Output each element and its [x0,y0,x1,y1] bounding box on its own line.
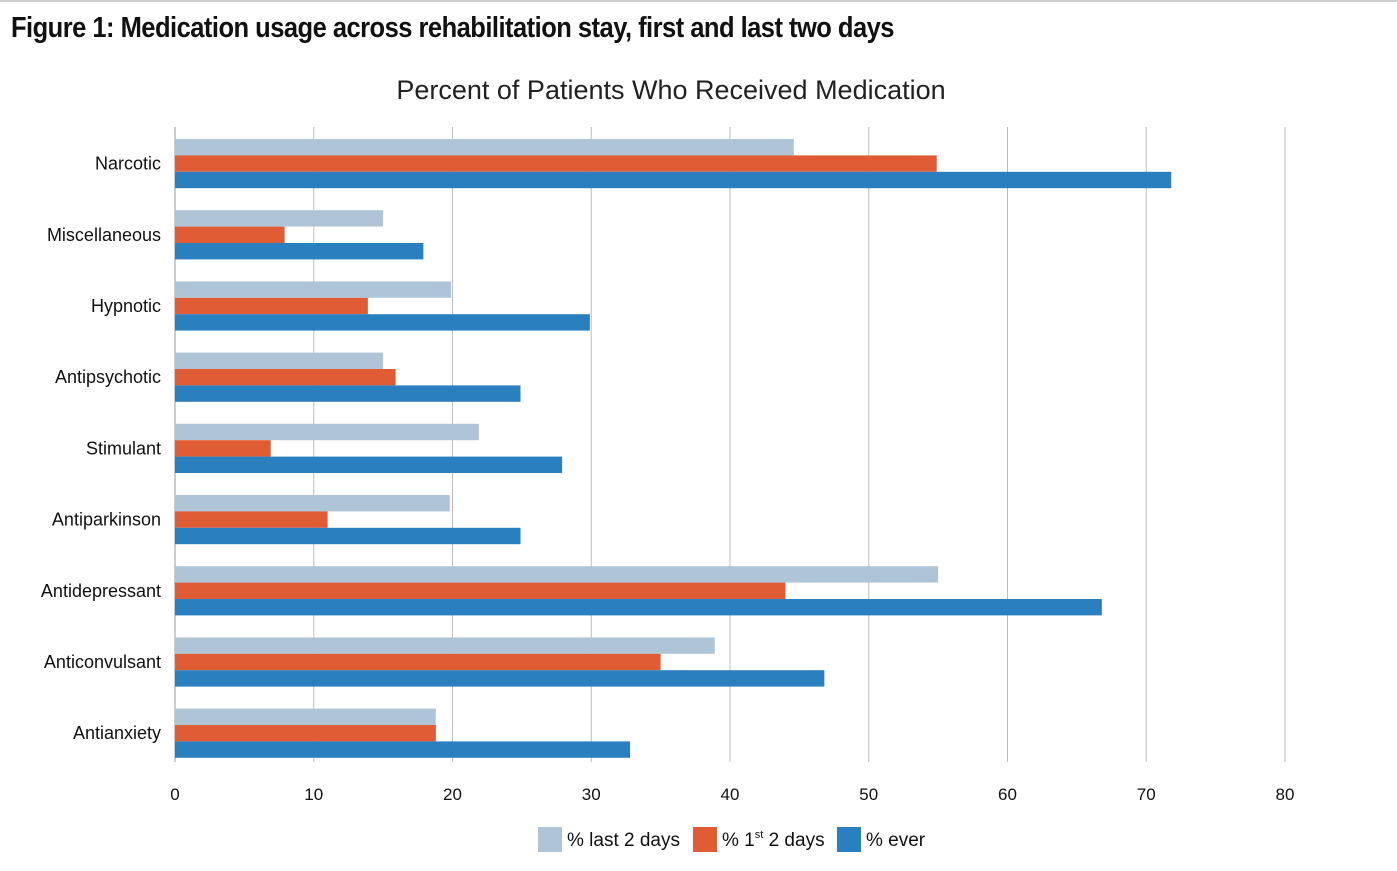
legend-label: % 1st 2 days [722,829,825,851]
bar [175,352,384,369]
legend-swatch [538,827,562,852]
bar [175,440,271,457]
bar [175,314,590,331]
category-label: Narcotic [95,154,161,174]
category-label: Antianxiety [73,723,161,743]
x-tick-label: 80 [1276,785,1295,804]
category-labels: Narcotic Miscellaneous Hypnotic Antipsychot… [41,154,161,744]
bar [175,210,384,227]
bar [175,139,794,156]
bar [175,599,1102,616]
x-tick-label: 10 [304,785,323,804]
category-label: Hypnotic [91,296,161,316]
bar [175,527,521,545]
bar [175,670,825,687]
bar [175,171,1172,189]
x-tick-label: 60 [998,785,1017,804]
bar [175,385,521,402]
bar [175,281,452,298]
bars [175,139,1172,758]
top-rule [0,0,1397,2]
bar [175,637,715,654]
bar [175,725,436,742]
figure-title: Figure 1: Medication usage across rehabi… [11,12,894,44]
bar [175,708,436,725]
bar [175,456,563,473]
category-label: Antiparkinson [52,510,161,530]
legend-label: % ever [866,830,926,851]
legend-label: % last 2 days [567,830,680,851]
bar [175,243,424,260]
category-label: Antidepressant [41,581,161,601]
x-tick-label: 20 [443,785,462,804]
x-tick-label: 70 [1137,785,1156,804]
category-label: Stimulant [86,438,161,458]
bar [175,566,939,583]
bar [175,369,396,386]
x-tick-label: 40 [721,785,740,804]
bar [175,297,368,315]
bar [175,495,450,512]
x-tick-label: 50 [859,785,878,804]
bar [175,155,937,172]
x-tick-label: 0 [170,785,179,804]
category-label: Antipsychotic [55,367,161,387]
x-tick-label: 30 [582,785,601,804]
bar [175,741,631,758]
bar [175,423,479,441]
legend: % last 2 days % 1st 2 days % ever [538,827,926,852]
chart-title: Percent of Patients Who Received Medicat… [396,75,945,105]
legend-swatch [837,827,861,852]
bar [175,653,661,671]
category-label: Miscellaneous [47,225,161,245]
x-tick-labels: 0 10 20 30 40 50 60 70 80 [170,785,1294,804]
category-label: Anticonvulsant [44,652,161,672]
bar [175,226,285,243]
bar [175,582,786,599]
legend-swatch [693,827,717,852]
bar [175,511,328,528]
